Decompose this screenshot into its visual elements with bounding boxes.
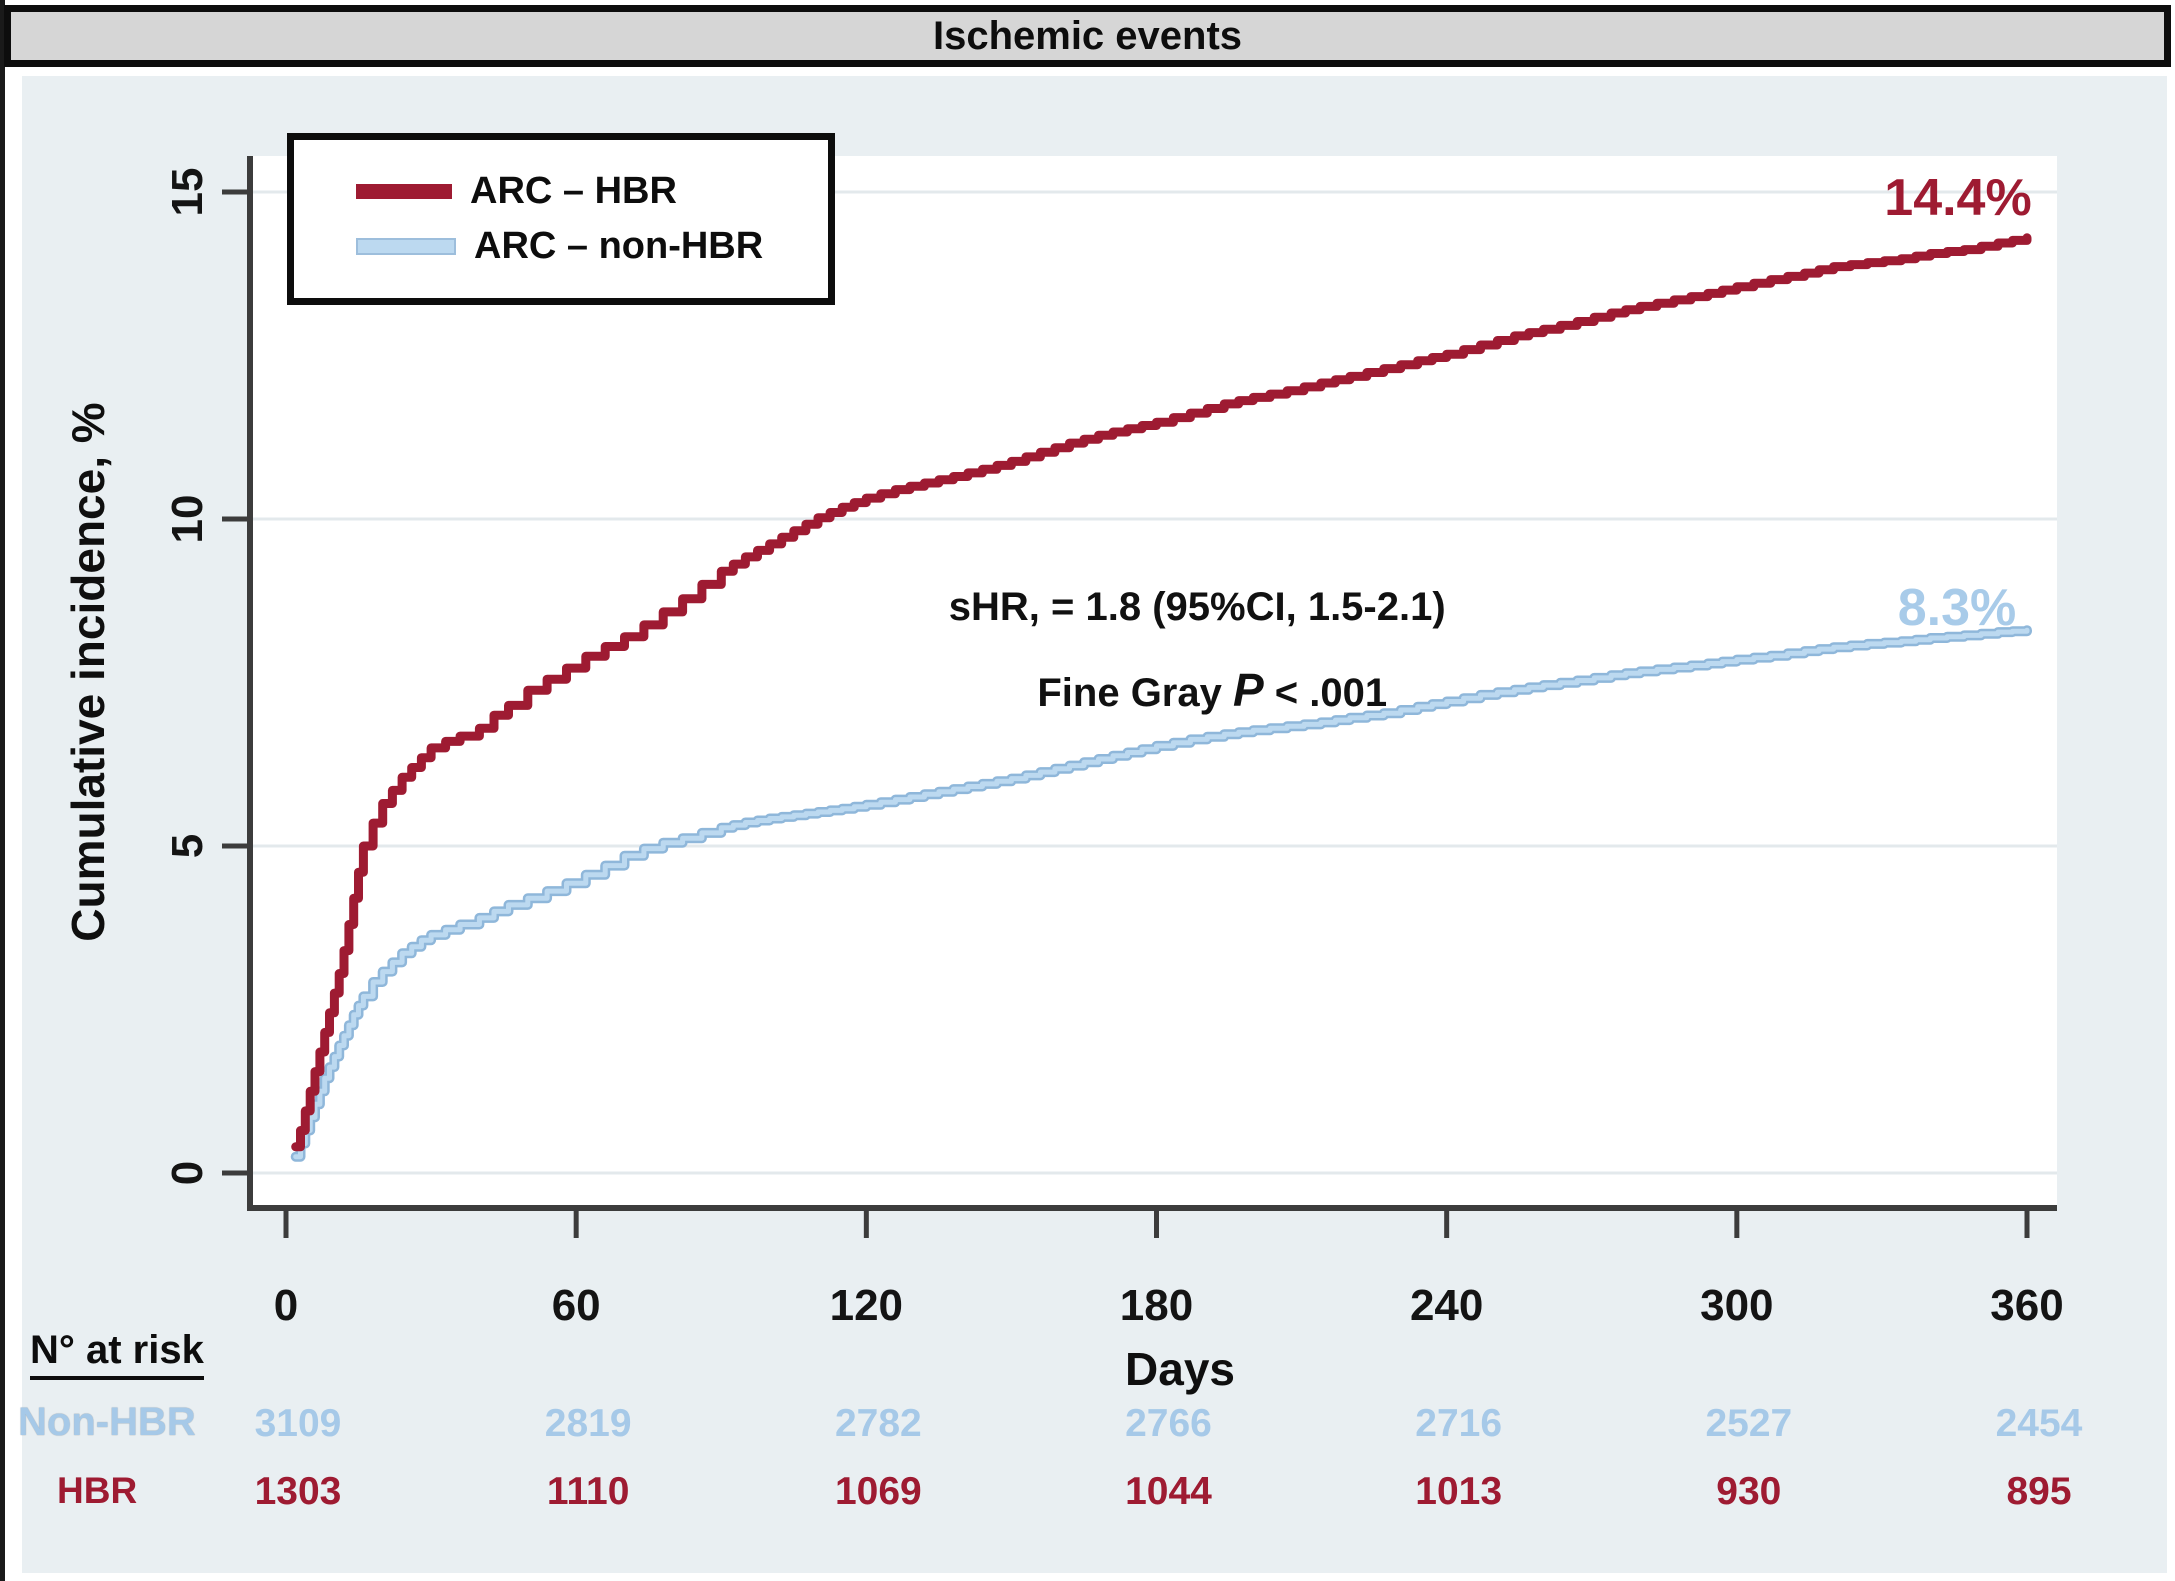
hbr-line-swatch [356, 184, 452, 199]
end-label-hbr: 14.4% [1884, 169, 2032, 227]
x-tick-label-360: 360 [1990, 1281, 2063, 1330]
y-tick-label-10: 10 [163, 495, 212, 544]
left-frame-border [0, 0, 5, 1581]
p-symbol: P [1232, 664, 1264, 716]
curve-non-hbr [293, 627, 2030, 1160]
risk-row-label-non-hbr: Non-HBR [18, 1400, 196, 1444]
risk-count-non-hbr-day360: 2454 [1995, 1402, 2083, 1445]
number-at-risk-header: N° at risk [30, 1328, 204, 1380]
x-tick-label-60: 60 [552, 1281, 601, 1330]
p-value-text: < .001 [1263, 671, 1388, 715]
shr-text: sHR, = 1.8 (95%CI, 1.5-2.1) [948, 585, 1446, 629]
x-tick-label-180: 180 [1120, 1281, 1193, 1330]
y-tick-label-0: 0 [163, 1161, 212, 1185]
legend-label-non-hbr: ARC – non-HBR [474, 225, 764, 267]
legend-box: ARC – HBR ARC – non-HBR [287, 133, 835, 305]
risk-count-non-hbr-day300: 2527 [1705, 1402, 1793, 1445]
risk-count-hbr-day180: 1044 [1125, 1470, 1212, 1513]
risk-count-non-hbr-day180: 2766 [1125, 1402, 1212, 1445]
risk-count-hbr-day300: 930 [1716, 1470, 1782, 1513]
figure-title-bar: Ischemic events [4, 5, 2171, 67]
stat-annotation-shr: sHR, = 1.8 (95%CI, 1.5-2.1) [904, 540, 1446, 675]
stat-annotation-pvalue: Fine Gray P < .001 [993, 618, 1387, 762]
risk-count-hbr-day120: 1069 [834, 1470, 922, 1513]
legend-item-hbr: ARC – HBR [356, 170, 828, 213]
x-axis-title: Days [1125, 1343, 1235, 1395]
x-tick-label-240: 240 [1410, 1281, 1483, 1330]
non-hbr-line-swatch [356, 238, 456, 255]
y-tick-label-5: 5 [163, 834, 212, 858]
legend-item-non-hbr: ARC – non-HBR [356, 225, 828, 268]
x-tick-label-120: 120 [830, 1281, 903, 1330]
curve-hbr [291, 233, 2032, 1152]
x-tick-label-300: 300 [1700, 1281, 1773, 1330]
risk-count-hbr-day360: 895 [2006, 1470, 2072, 1513]
risk-count-non-hbr-day120: 2782 [834, 1402, 922, 1445]
risk-count-non-hbr-day0: 3109 [254, 1402, 342, 1445]
legend-label-hbr: ARC – HBR [470, 170, 677, 212]
end-label-non-hbr: 8.3% [1897, 579, 2017, 637]
risk-count-hbr-day240: 1013 [1415, 1470, 1503, 1513]
risk-count-hbr-day0: 1303 [254, 1470, 342, 1513]
risk-count-non-hbr-day60: 2819 [544, 1402, 632, 1445]
y-axis-title: Cumulative incidence, % [62, 402, 114, 942]
y-tick-label-15: 15 [163, 168, 212, 217]
risk-row-label-hbr: HBR [57, 1470, 138, 1511]
risk-count-non-hbr-day240: 2716 [1415, 1402, 1503, 1445]
figure-title: Ischemic events [932, 13, 1243, 58]
x-tick-label-0: 0 [274, 1281, 298, 1330]
risk-count-hbr-day60: 1110 [546, 1470, 630, 1513]
fine-gray-text: Fine Gray [1037, 671, 1233, 715]
